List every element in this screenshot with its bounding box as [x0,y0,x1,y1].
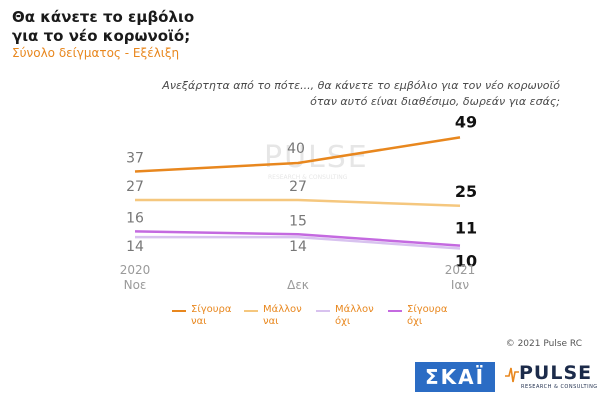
chart-legend: Σίγουρα ναι Μάλλον ναι Μάλλον όχι Σίγουρα ό… [172,304,450,328]
value-label-0-0: 37 [126,151,144,167]
value-label-1-0: 27 [126,179,144,195]
series-line-2 [135,235,461,250]
chart-subtitle: Σύνολο δείγματος - Εξέλιξη [12,46,180,60]
svg-text:2020: 2020 [120,263,151,277]
legend-swatch [316,310,330,312]
survey-question: Ανεξάρτητα από το πότε..., θα κάνετε το … [140,78,560,110]
svg-text:Δεκ: Δεκ [287,278,309,292]
copyright-text: © 2021 Pulse RC [505,339,582,349]
legend-item-3: Σίγουρα όχι [388,304,450,328]
legend-label: Σίγουρα όχι [407,304,448,327]
value-label-2-0: 14 [126,239,144,255]
series-line-1 [135,198,461,207]
legend-swatch [172,310,186,312]
svg-text:2021: 2021 [445,263,476,277]
legend-label: Μάλλον όχι [335,304,374,327]
legend-label: Μάλλον ναι [263,304,302,327]
value-label-0-2: 49 [455,112,477,131]
value-label-2-2: 10 [455,252,477,271]
legend-swatch [244,310,258,312]
chart-title-line-1: Θα κάνετε το εμβόλιο [12,8,195,26]
value-label-1-2: 25 [455,182,477,201]
svg-text:Νοε: Νοε [124,278,147,292]
survey-question-line-2: όταν αυτό είναι διαθέσιμο, δωρεάν για εσ… [310,95,560,108]
series-layer [134,136,461,250]
chart-title: Θα κάνετε το εμβόλιο για το νέο κορωνοϊό… [12,8,194,46]
skai-logo: ΣΚΑΪ [415,362,495,392]
series-line-3 [134,230,461,247]
value-label-3-0: 16 [126,210,144,226]
chart-title-line-2: για το νέο κορωνοϊό; [12,27,191,45]
legend-item-1: Μάλλον ναι [244,304,306,328]
value-label-layer: 37 40 49 27 27 25 14 14 10 16 15 11 [126,112,477,270]
value-label-1-1: 27 [289,179,307,195]
value-label-2-1: 14 [289,239,307,255]
legend-label: Σίγουρα ναι [191,304,232,327]
pulse-watermark: PULSE RESEARCH & CONSULTING [264,140,369,181]
value-label-0-1: 40 [287,141,305,157]
survey-question-line-1: Ανεξάρτητα από το πότε..., θα κάνετε το … [162,79,560,92]
svg-text:Ιαν: Ιαν [451,278,469,292]
value-label-3-2: 11 [455,219,477,238]
legend-item-0: Σίγουρα ναι [172,304,234,328]
series-line-0 [134,136,461,173]
pulse-logo: PULSE RESEARCH & CONSULTING [505,362,597,398]
value-label-3-1: 15 [289,213,307,229]
legend-item-2: Μάλλον όχι [316,304,378,328]
legend-swatch [388,310,402,312]
x-tick-label-1: Δεκ [287,278,309,292]
